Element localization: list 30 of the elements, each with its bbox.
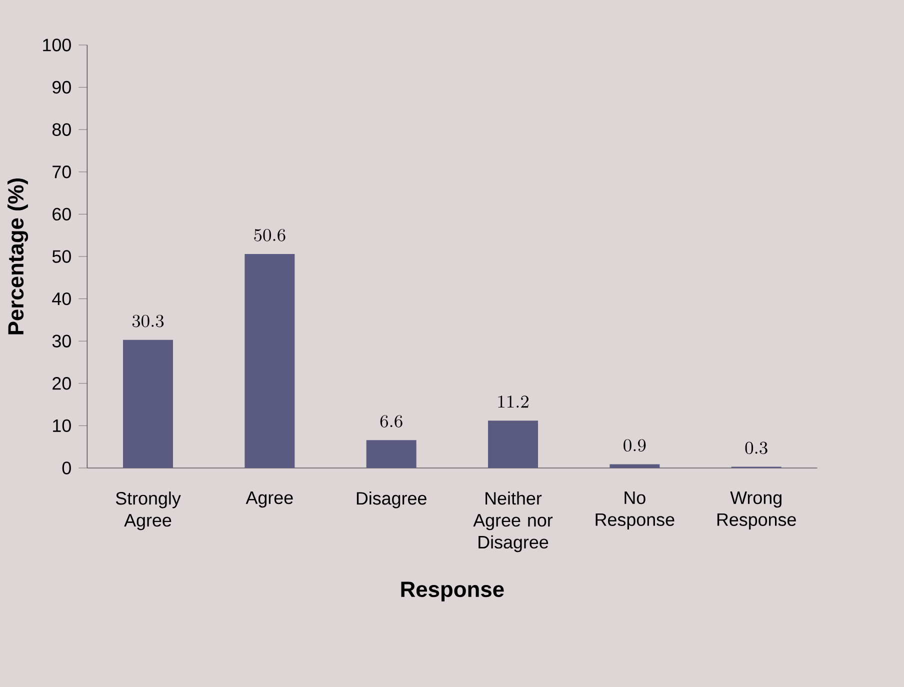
y-tick-label: 90 bbox=[52, 80, 71, 94]
x-tick-label: Agree bbox=[246, 492, 293, 508]
x-tick-label: Strongly Agree bbox=[116, 492, 181, 530]
bar bbox=[123, 340, 174, 468]
x-tick-label: No Response bbox=[596, 492, 674, 530]
data-label: 0.3 bbox=[745, 442, 768, 454]
x-tick-label: Neither Agree nor Disagree bbox=[473, 492, 553, 552]
bar bbox=[610, 464, 660, 468]
bar bbox=[488, 420, 538, 468]
data-label: 6.6 bbox=[380, 415, 402, 428]
data-label: 30.3 bbox=[132, 314, 164, 328]
y-tick-label: 10 bbox=[53, 419, 71, 432]
bar bbox=[244, 254, 295, 468]
y-tick-label: 100 bbox=[43, 38, 71, 52]
y-tick-label: 20 bbox=[52, 377, 71, 390]
y-tick-label: 60 bbox=[52, 208, 71, 221]
data-label: 11 .2 bbox=[498, 396, 528, 408]
y-tick-label: 70 bbox=[52, 166, 71, 178]
y-axis-title: Percentage (%) bbox=[8, 178, 28, 334]
x-axis-title: Response bbox=[401, 582, 504, 602]
y-tick-label: 30 bbox=[52, 334, 71, 348]
y-tick-label: 40 bbox=[52, 292, 71, 306]
y-tick-label: 80 bbox=[52, 123, 71, 136]
data-label: 50.6 bbox=[254, 228, 286, 242]
x-tick-label: Disagree bbox=[356, 492, 426, 508]
y-tick-label: 0 bbox=[62, 462, 71, 474]
y-tick-label: 50 bbox=[52, 250, 71, 263]
data-label: 0.9 bbox=[624, 439, 646, 452]
bar bbox=[366, 440, 416, 468]
x-tick-label: Wrong Response bbox=[717, 492, 796, 530]
